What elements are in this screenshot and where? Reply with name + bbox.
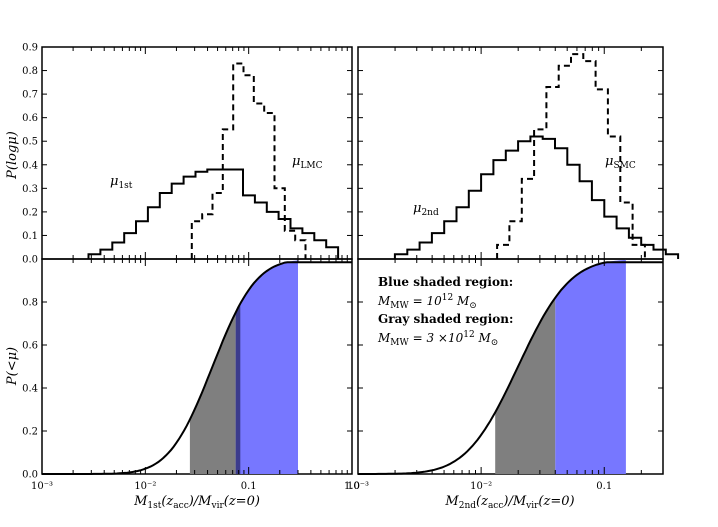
cdf-curve-right — [358, 261, 663, 475]
y-tick-label: 0.9 — [22, 43, 38, 54]
y-tick-label: 0.3 — [22, 184, 38, 195]
x-tick-label: 10⁻³ — [31, 481, 53, 492]
x-tick-label: 10⁻² — [134, 481, 156, 492]
ticks: 0.0 0.1 0.2 0.3 0.4 0.5 0.6 0.7 0.8 0.9 0.0 0.2 0.4 0… — [22, 43, 664, 492]
label-mu-2nd: μ2nd — [413, 201, 439, 218]
legend-blue-title: Blue shaded region: — [378, 275, 513, 289]
bottom_right-gray-region — [495, 297, 556, 474]
y-tick-label: 0.4 — [22, 160, 38, 171]
y-axis-label-bottom: P(<μ) — [5, 347, 20, 386]
y-tick-label: 0.8 — [22, 298, 38, 309]
y-tick-label: 0.5 — [22, 137, 38, 148]
y-tick-label: 0.0 — [22, 470, 38, 481]
legend-gray-title: Gray shaded region: — [378, 312, 513, 326]
x-tick-label: 10⁻³ — [347, 481, 369, 492]
curves — [42, 53, 680, 475]
y-tick-label: 0.4 — [22, 384, 38, 395]
legend-gray-value: MMW = 3 ×1012 M⊙ — [377, 330, 498, 348]
label-mu-lmc: μLMC — [292, 154, 323, 171]
x-axis-label-right: M2nd(zacc)/Mvir(z=0) — [444, 494, 574, 511]
x-tick-label: 0.1 — [241, 481, 257, 492]
y-tick-label: 0.7 — [22, 90, 38, 101]
x-tick-label: 10⁻² — [470, 481, 492, 492]
bottom_right-blue-region — [555, 259, 626, 474]
label-mu-smc: μSMC — [605, 154, 636, 171]
hist-mu-1st — [87, 168, 340, 259]
x-axis-label-left: M1st(zacc)/Mvir(z=0) — [133, 494, 260, 511]
bottom_left-overlap-region — [235, 303, 241, 474]
hist-mu-smc — [496, 53, 646, 259]
y-tick-label: 0.2 — [22, 207, 38, 218]
panel-top-left — [41, 46, 353, 260]
y-tick-label: 0.8 — [22, 66, 38, 77]
label-mu-1st: μ1st — [110, 174, 133, 191]
legend: Blue shaded region: MMW = 1012 M⊙ Gray s… — [377, 275, 513, 348]
hist-mu-2nd — [393, 135, 680, 259]
shaded-regions — [189, 259, 626, 474]
y-tick-label: 0.6 — [22, 113, 38, 124]
cdf-curve-left — [42, 261, 352, 475]
x-tick-label: 0.1 — [596, 481, 612, 492]
hist-mu-lmc — [190, 62, 307, 259]
legend-blue-value: MMW = 1012 M⊙ — [377, 293, 477, 311]
bottom_left-gray-region — [189, 303, 241, 474]
y-axis-label-top: P(logμ) — [5, 131, 20, 180]
bottom_left-blue-region — [235, 260, 298, 474]
x-tick-label: 1.0 — [344, 481, 360, 492]
y-tick-label: 0.1 — [22, 231, 38, 242]
y-tick-label: 0.6 — [22, 341, 38, 352]
y-tick-label: 0.2 — [22, 427, 38, 438]
y-tick-label: 0.0 — [22, 255, 38, 266]
